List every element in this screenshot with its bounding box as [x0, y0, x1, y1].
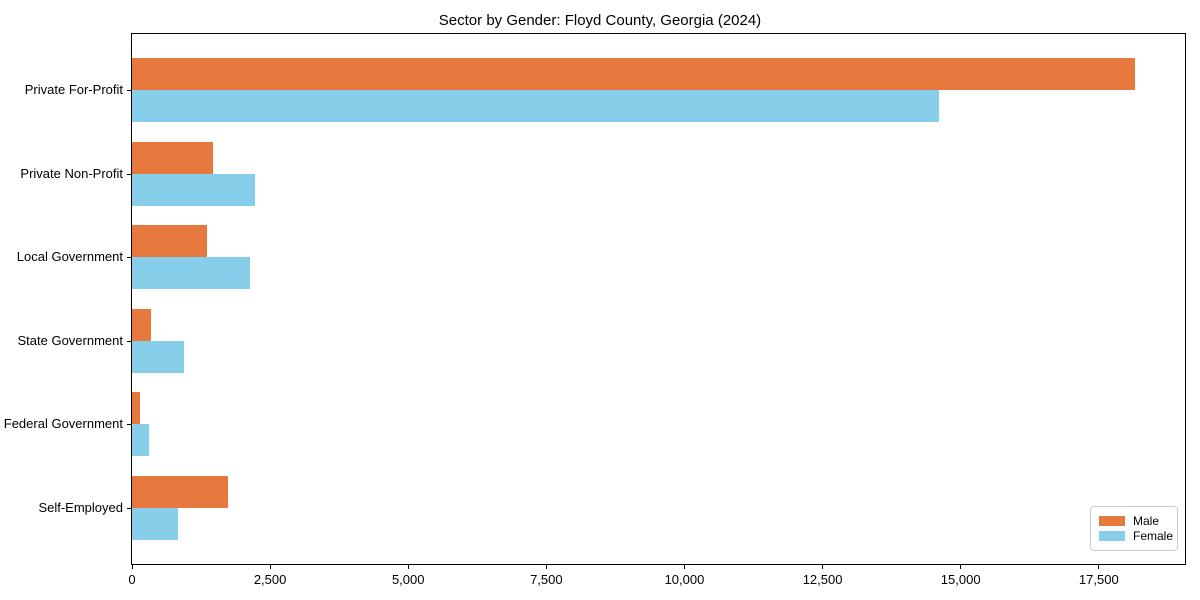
female-swatch-icon — [1099, 531, 1125, 542]
male-swatch-icon — [1099, 515, 1125, 526]
x-tick-12,500 — [822, 565, 824, 569]
chart-title: Sector by Gender: Floyd County, Georgia … — [438, 12, 762, 29]
bar-female-private-non-profit — [132, 173, 256, 206]
x-axis-label-7,500: 7,500 — [530, 572, 563, 587]
legend-label-male: Male — [1133, 513, 1160, 528]
x-tick-10,000 — [683, 565, 685, 569]
y-axis-label-federal-government: Federal Government — [3, 416, 123, 432]
x-tick-2,500 — [269, 565, 271, 569]
bar-male-self-employed — [132, 476, 228, 508]
x-axis-label-17,500: 17,500 — [1078, 572, 1119, 587]
y-tick-state-government — [127, 340, 131, 342]
bar-male-private-for-profit — [132, 58, 1135, 90]
x-axis-label-0: 0 — [128, 572, 136, 587]
x-tick-7,500 — [545, 565, 547, 569]
legend-label-female: Female — [1133, 529, 1174, 544]
x-axis-label-2,500: 2,500 — [253, 572, 287, 587]
y-axis-label-self-employed: Self-Employed — [38, 500, 123, 515]
x-axis-label-12,500: 12,500 — [802, 572, 843, 587]
x-tick-0 — [131, 565, 133, 569]
bar-female-federal-government — [132, 424, 149, 457]
bar-male-federal-government — [132, 392, 140, 425]
legend-entry-female: Female — [1099, 530, 1173, 542]
y-tick-self-employed — [127, 508, 131, 509]
y-tick-federal-government — [127, 424, 131, 426]
x-tick-15,000 — [960, 565, 962, 569]
y-axis-label-private-non-profit: Private Non-Profit — [20, 165, 123, 181]
x-axis-label-5,000: 5,000 — [391, 572, 425, 587]
y-axis-label-local-government: Local Government — [16, 249, 123, 265]
plot-area — [131, 33, 1186, 565]
legend-entry-male: Male — [1099, 515, 1169, 527]
x-tick-17,500 — [1098, 565, 1100, 569]
bar-female-self-employed — [132, 508, 179, 540]
y-axis-label-state-government: State Government — [17, 332, 124, 348]
x-axis-label-15,000: 15,000 — [940, 572, 981, 587]
bar-female-private-for-profit — [132, 90, 939, 122]
y-tick-private-for-profit — [127, 90, 131, 91]
bar-male-state-government — [132, 308, 152, 341]
y-tick-local-government — [127, 257, 131, 259]
bar-male-private-non-profit — [132, 141, 214, 174]
bar-female-local-government — [132, 257, 251, 290]
y-axis-label-private-for-profit: Private For-Profit — [24, 82, 123, 97]
bar-male-local-government — [132, 225, 207, 258]
bar-female-state-government — [132, 340, 185, 373]
x-axis-label-10,000: 10,000 — [664, 572, 705, 587]
x-tick-5,000 — [407, 565, 409, 569]
legend: Male Female — [1090, 506, 1178, 551]
y-tick-private-non-profit — [127, 173, 131, 175]
